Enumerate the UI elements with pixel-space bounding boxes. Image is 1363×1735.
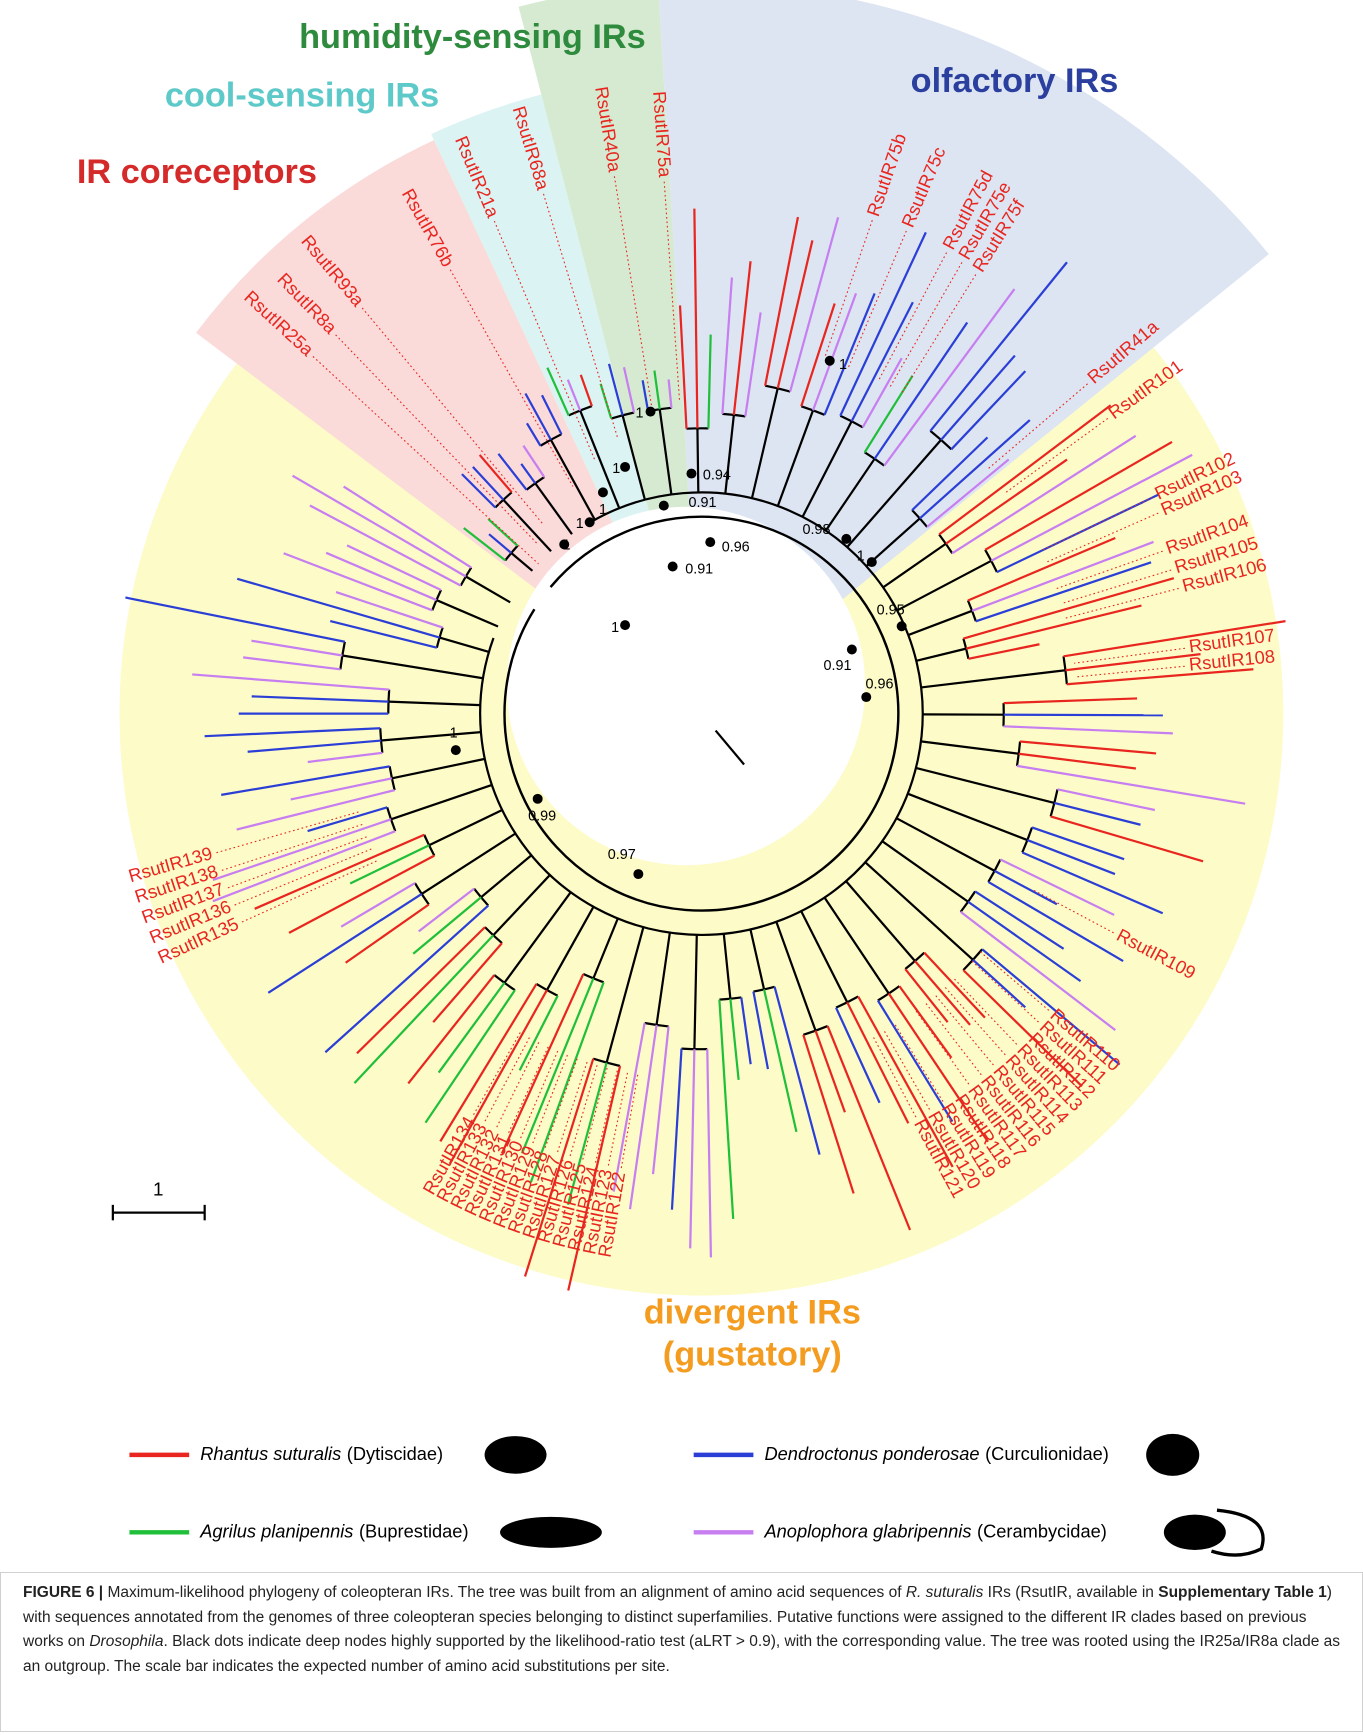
clade-label: cool-sensing IRs [165,76,439,114]
caption-text: Supplementary Table 1 [1158,1584,1327,1601]
caption-text: IRs (RsutIR, available in [983,1584,1158,1601]
support-value: 0.91 [689,495,717,511]
support-value: 0.91 [824,658,852,674]
beetle-icon [500,1517,602,1548]
support-value: 0.96 [722,539,750,555]
branch [682,1049,708,1050]
support-node [841,534,851,544]
legend-species: Agrilus planipennis [199,1520,353,1541]
support-value: 0.98 [802,522,830,538]
legend-species: Dendroctonus ponderosae [764,1443,979,1464]
support-node [897,621,907,631]
support-node [686,469,696,479]
beetle-icon [1146,1434,1199,1476]
center-hole [507,507,865,865]
support-value: 0.96 [866,677,894,693]
support-value: 0.94 [703,468,731,484]
branch [697,428,698,492]
support-node [825,356,835,366]
support-node [598,487,608,497]
caption-text: R. suturalis [906,1584,984,1601]
support-node [668,562,678,572]
branch [1004,715,1163,716]
caption-text: Maximum-likelihood phylogeny of coleopte… [103,1584,906,1601]
support-node [659,501,669,511]
support-value: 0.97 [608,847,636,863]
legend-family: (Dytiscidae) [347,1443,443,1464]
legend-entry: Anoplophora glabripennis (Cerambycidae) [763,1520,1106,1541]
caption-text: FIGURE 6 | [23,1584,103,1601]
support-value: 1 [562,537,570,553]
support-value: 0.99 [528,808,556,824]
legend-species: Rhantus suturalis [200,1443,341,1464]
legend-family: (Cerambycidae) [977,1520,1107,1541]
clade-label: divergent IRs [644,1293,861,1331]
beetle-icon [485,1436,547,1474]
support-value: 1 [857,548,865,564]
clade-label: IR coreceptors [77,153,317,191]
clade-label: olfactory IRs [911,62,1119,100]
support-node [533,794,543,804]
legend-family: (Curculionidae) [985,1443,1109,1464]
support-node [861,692,871,702]
legend-entry: Dendroctonus ponderosae (Curculionidae) [764,1443,1108,1464]
support-node [867,557,877,567]
support-value: 1 [635,406,643,422]
legend-species: Anoplophora glabripennis [763,1520,971,1541]
caption-text: . Black dots indicate deep nodes highly … [23,1633,1340,1675]
support-value: 1 [612,461,620,477]
support-node [585,517,595,527]
caption: FIGURE 6 | Maximum-likelihood phylogeny … [0,1572,1363,1732]
support-node [646,407,656,417]
support-node [620,620,630,630]
support-value: 1 [599,502,607,518]
beetle-icon [1164,1515,1226,1550]
clade-label: (gustatory) [663,1335,842,1373]
support-node [451,745,461,755]
clade-label: humidity-sensing IRs [299,18,646,56]
page: {"clades": [ {"label": "humidity-sensing… [0,0,1363,1735]
support-node [633,869,643,879]
scale-bar-label: 1 [153,1178,163,1199]
support-value: 1 [576,516,584,532]
support-node [705,537,715,547]
support-value: 1 [450,725,458,741]
legend-entry: Rhantus suturalis (Dytiscidae) [200,1443,443,1464]
caption-text: Drosophila [89,1633,163,1650]
legend-family: (Buprestidae) [359,1520,469,1541]
support-value: 0.91 [685,562,713,578]
support-value: 1 [611,620,619,636]
figure: humidity-sensing IRs cool-sensing IRs IR c… [0,0,1363,1570]
support-value: 0.95 [877,603,905,619]
support-node [847,644,857,654]
support-value: 1 [839,357,847,373]
legend-entry: Agrilus planipennis (Buprestidae) [199,1520,468,1541]
support-node [620,462,630,472]
